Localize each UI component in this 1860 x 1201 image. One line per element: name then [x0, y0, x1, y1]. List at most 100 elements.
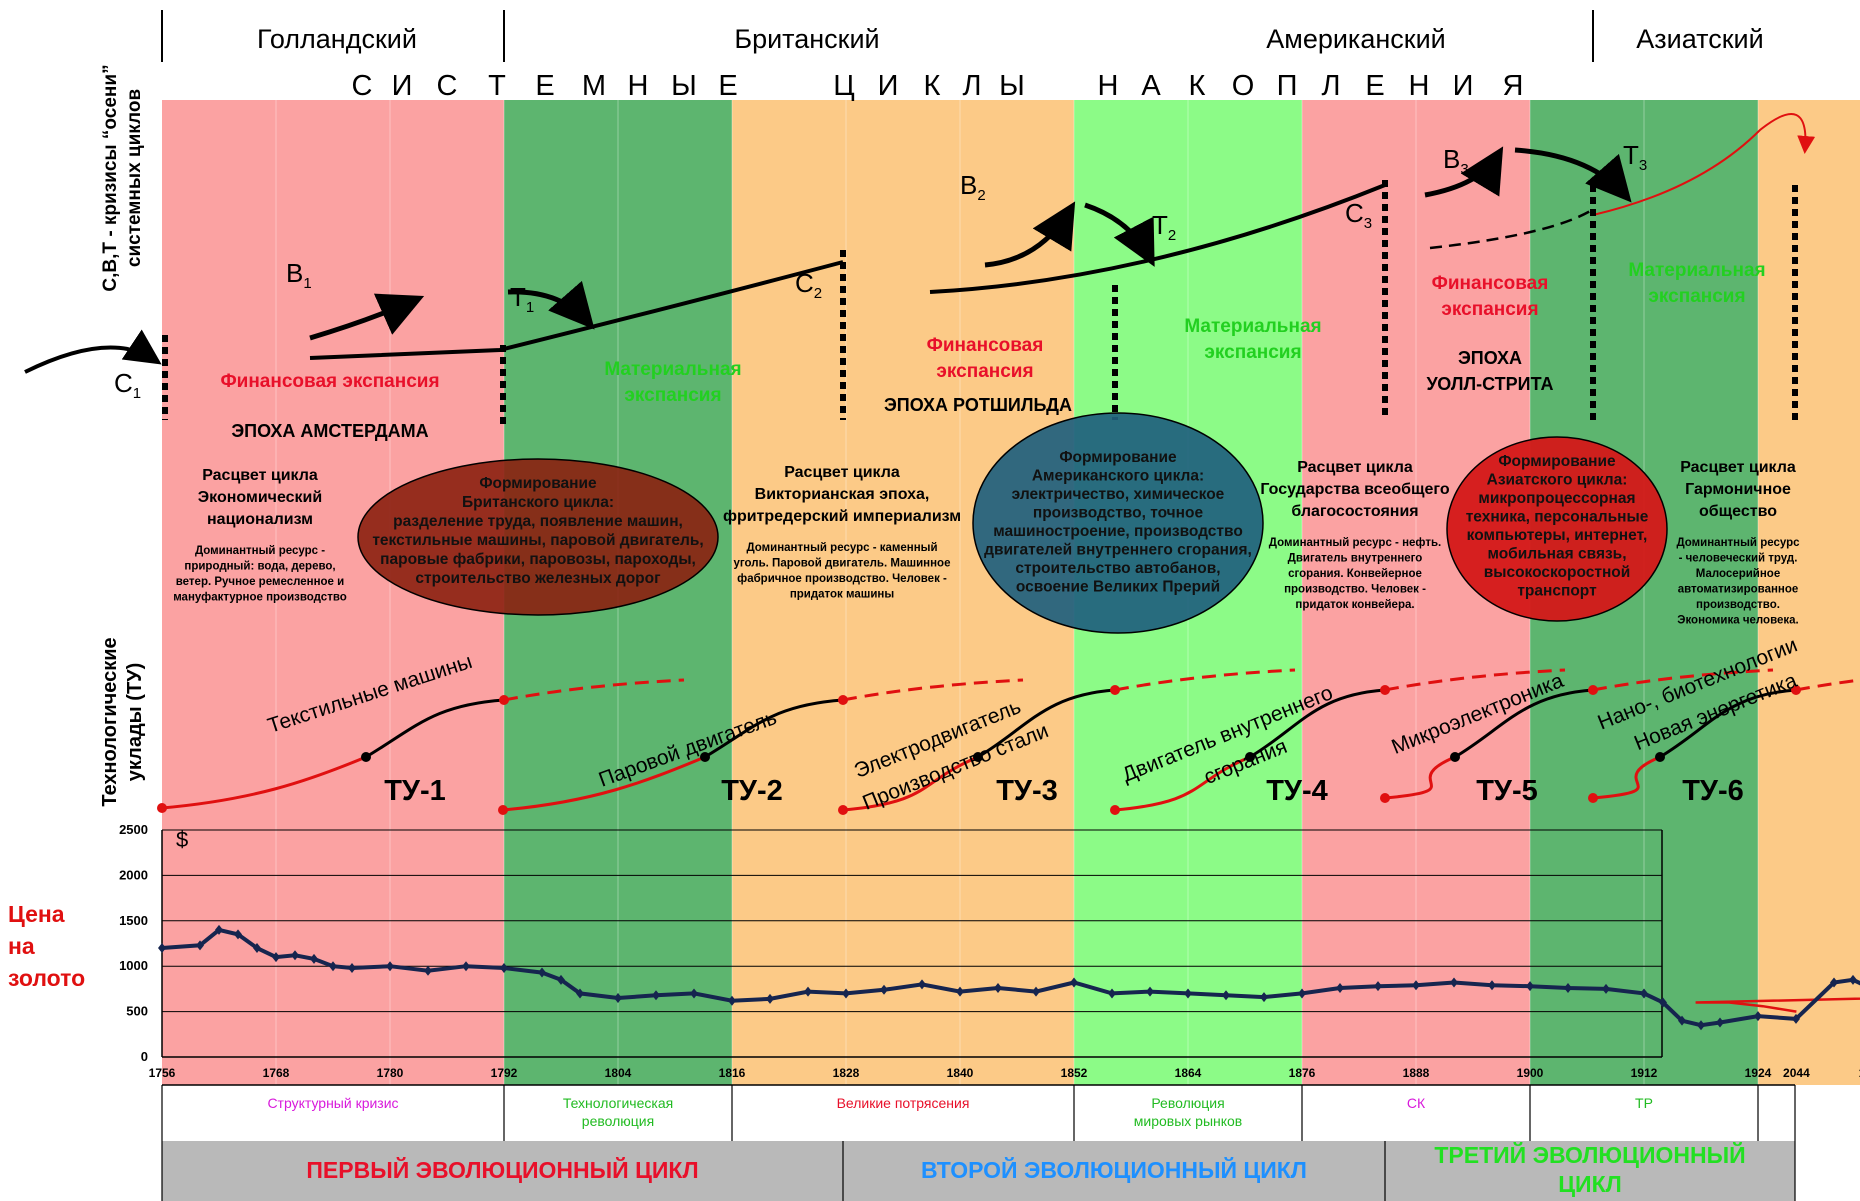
heyday-desc-line: ветер. Ручное ремесленное и — [176, 576, 344, 588]
x-tick-label: 1852 — [1061, 1066, 1088, 1080]
wave-rise-red — [1114, 755, 1251, 812]
formation-line: паровые фабрики, паровозы, пароходы, — [380, 551, 696, 568]
heyday-title-line: общество — [1699, 503, 1777, 520]
gold-point — [1716, 1017, 1724, 1028]
x-tick-label: 1840 — [947, 1066, 974, 1080]
gold-point — [1564, 982, 1572, 993]
formation-line: текстильные машины, паровой двигатель, — [372, 532, 703, 549]
evolution-cycle-label: ВТОРОЙ ЭВОЛЮЦИОННЫЙ ЦИКЛ — [921, 1156, 1307, 1183]
expansion-material-3-l2: экспансия — [1648, 286, 1745, 307]
crisis-labels: C1 B1 T1 C2 B2 T2 C3 B3 T3 — [114, 140, 1647, 402]
crises-label-line1: С,В,Т - кризисы “осени” — [100, 64, 121, 291]
phase-label-l2: мировых рынков — [1134, 1113, 1243, 1129]
formation-line: освоение Великих Прерий — [1016, 579, 1220, 596]
heyday-desc-line: придаток конвейера. — [1295, 599, 1414, 611]
forecast-curve — [1695, 997, 1860, 1013]
heyday-desc-line: Двигатель внутреннего — [1288, 553, 1423, 565]
formation-line: Формирование — [479, 475, 597, 492]
gold-point — [462, 961, 470, 972]
systemic-letter: Н — [628, 70, 649, 102]
gold-point — [1526, 981, 1534, 992]
heyday-title-line: Расцвет цикла — [202, 467, 318, 484]
x-tick-label: 1756 — [149, 1066, 176, 1080]
epoch-rothschild: ЭПОХА РОТШИЛЬДА — [884, 395, 1072, 415]
expansion-material-2-l2: экспансия — [1204, 342, 1301, 363]
heyday-desc-line: производство. Человек - — [1284, 584, 1426, 596]
epoch-amsterdam: ЭПОХА АМСТЕРДАМА — [231, 421, 428, 441]
gold-point — [1830, 977, 1838, 988]
heyday-desc-line: природный: вода, дерево, — [184, 561, 335, 573]
phase-label-row: Структурный кризис Технологическая революц… — [161, 1084, 1796, 1141]
gold-point — [1260, 992, 1268, 1003]
cycle-asian: Азиатский — [1636, 24, 1763, 54]
tu-label: ТУ-1 — [384, 775, 446, 807]
left-labels: С,В,Т - кризисы “осени” системных циклов… — [8, 64, 146, 991]
formation-line: техника, персональные — [1466, 509, 1649, 526]
wave-tail-dashed — [1114, 668, 1296, 692]
phase-band-6 — [1758, 100, 1860, 1085]
gold-point — [1450, 977, 1458, 988]
y-tick-label: 2500 — [119, 822, 148, 837]
gold-point — [538, 967, 546, 978]
x-tick-label: 1912 — [1631, 1066, 1658, 1080]
marker-t2: T2 — [1152, 210, 1176, 244]
phase-label: ТР — [1635, 1095, 1653, 1111]
formation-line: Формирование — [1498, 453, 1616, 470]
heyday-title-line: Расцвет цикла — [784, 464, 900, 481]
gold-point — [690, 988, 698, 999]
marker-t3: T3 — [1623, 140, 1647, 174]
systemic-letter: К — [1189, 70, 1206, 102]
expansion-material-3-l1: Материальная — [1628, 260, 1765, 281]
heyday-texts: Расцвет цикла Экономический национализм Дом… — [173, 459, 1800, 627]
gold-point — [386, 961, 394, 972]
x-tick-label: 1936 — [1859, 1066, 1860, 1080]
x-tick-label: 1828 — [833, 1066, 860, 1080]
wave-rise-red — [842, 755, 979, 812]
formation-line: машиностроение, производство — [993, 523, 1243, 540]
gold-point — [348, 963, 356, 974]
evolution-cycle-row: ПЕРВЫЙ ЭВОЛЮЦИОННЫЙ ЦИКЛ ВТОРОЙ ЭВОЛЮЦИОН… — [161, 1141, 1796, 1201]
wave-end-dot — [499, 695, 509, 705]
gold-point — [329, 961, 337, 972]
systemic-letter: С — [352, 70, 373, 102]
heyday-desc-line: мануфактурное производство — [173, 592, 347, 604]
gold-point — [253, 943, 261, 954]
formation-line: разделение труда, появление машин, — [393, 513, 683, 530]
heyday-title-line: Гармоничное — [1685, 481, 1791, 498]
wave-mature-black — [1249, 688, 1386, 759]
formation-line: высокоскоростной — [1484, 564, 1631, 581]
wave-tail-dashed — [842, 678, 1024, 702]
gold-point — [804, 986, 812, 997]
formation-line: Формирование — [1059, 449, 1177, 466]
systemic-letter: Ы — [671, 70, 697, 102]
expansion-labels: Финансовая экспансия Материальная экспан… — [220, 260, 1765, 406]
wave-rise-red — [1384, 755, 1456, 800]
wave-rise-red — [502, 755, 706, 812]
formation-line: компьютеры, интернет, — [1467, 527, 1648, 544]
wave-start-dot — [1380, 793, 1390, 803]
tu-label: ТУ-2 — [721, 775, 783, 807]
x-tick-label: 1768 — [263, 1066, 290, 1080]
formation-line: электричество, химическое — [1012, 486, 1225, 503]
formation-american-ellipse — [972, 412, 1264, 634]
wave-tail-dashed — [1384, 668, 1566, 692]
heyday-title-line: Викторианская эпоха, — [755, 486, 930, 503]
heyday-desc-line: Доминантный ресурс - каменный — [746, 542, 937, 554]
expansion-material-1-l2: экспансия — [624, 385, 721, 406]
tu-label: ТУ-6 — [1682, 775, 1744, 807]
gold-point — [272, 952, 280, 963]
wave-mature-black — [365, 698, 505, 759]
wave-start-dot — [157, 803, 167, 813]
x-tick-label: 1816 — [719, 1066, 746, 1080]
expansion-financial-2-l1: Финансовая — [927, 335, 1044, 356]
wave-mature-black — [1454, 688, 1594, 759]
y-tick-label: 0 — [141, 1049, 148, 1064]
phase-label: Великие потрясения — [837, 1095, 970, 1111]
wave-tail-dashed — [503, 678, 685, 702]
wave-start-dot — [838, 805, 848, 815]
wave-end-dot — [1380, 685, 1390, 695]
heyday-desc-line: автоматизированное — [1678, 584, 1799, 596]
gold-point — [614, 992, 622, 1003]
x-tick-label: 1804 — [605, 1066, 632, 1080]
